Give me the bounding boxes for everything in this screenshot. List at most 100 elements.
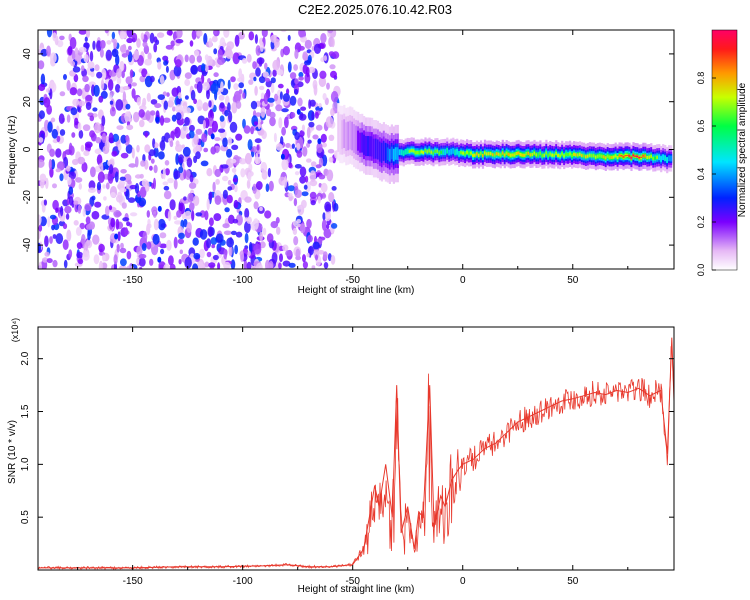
ridge-cell bbox=[604, 156, 607, 160]
noise-blob bbox=[283, 176, 287, 188]
colorbar-tick-label: 0.0 bbox=[696, 264, 706, 277]
noise-blob bbox=[328, 156, 334, 163]
noise-blob bbox=[102, 184, 106, 189]
noise-blob bbox=[191, 30, 197, 40]
noise-blob bbox=[206, 198, 210, 211]
x-tick-label: -150 bbox=[123, 576, 143, 587]
noise-blob bbox=[125, 134, 130, 142]
noise-blob bbox=[181, 125, 189, 134]
noise-blob bbox=[318, 76, 327, 88]
noise-blob bbox=[69, 37, 77, 49]
noise-blob bbox=[201, 63, 206, 72]
noise-blob bbox=[98, 243, 105, 253]
noise-blob bbox=[85, 143, 91, 152]
noise-blob bbox=[46, 30, 53, 38]
noise-blob bbox=[212, 254, 219, 261]
noise-blob bbox=[208, 100, 212, 108]
noise-blob bbox=[144, 144, 151, 153]
noise-blob bbox=[83, 42, 90, 49]
noise-blob bbox=[247, 139, 253, 151]
noise-blob bbox=[302, 261, 308, 269]
noise-blob bbox=[232, 218, 239, 224]
noise-blob bbox=[309, 191, 317, 199]
x-tick-label: -100 bbox=[233, 576, 253, 587]
y-tick-label: -20 bbox=[22, 190, 33, 205]
noise-blob bbox=[279, 91, 283, 100]
noise-blob bbox=[292, 227, 298, 235]
noise-blob bbox=[94, 64, 100, 72]
noise-blob bbox=[215, 178, 220, 185]
spectrogram-panel: -150 -100 -50 0 50 -40 -20 0 20 40 Height of str… bbox=[7, 29, 675, 296]
noise-blob bbox=[65, 165, 71, 172]
noise-blob bbox=[324, 201, 332, 212]
noise-blob bbox=[69, 87, 78, 96]
noise-blob bbox=[207, 226, 214, 237]
noise-blob bbox=[193, 133, 199, 145]
noise-blob bbox=[150, 99, 158, 105]
noise-blob bbox=[223, 248, 228, 260]
noise-blob bbox=[308, 66, 316, 74]
noise-blob bbox=[223, 230, 232, 236]
noise-blob bbox=[265, 183, 270, 192]
noise-blob bbox=[202, 102, 209, 112]
noise-blob bbox=[226, 148, 233, 158]
noise-blob bbox=[68, 186, 74, 195]
noise-blob bbox=[154, 142, 159, 149]
ridge-cell bbox=[582, 154, 586, 158]
ridge-cell bbox=[392, 148, 395, 162]
noise-blob bbox=[44, 235, 49, 248]
ridge-cell bbox=[541, 154, 544, 158]
noise-blob bbox=[189, 40, 194, 47]
noise-blob bbox=[121, 70, 125, 79]
ridge-cell bbox=[519, 153, 522, 157]
noise-blob bbox=[281, 126, 286, 136]
noise-blob bbox=[38, 261, 42, 269]
ridge-cell bbox=[654, 156, 657, 160]
ridge-cell bbox=[594, 155, 597, 159]
noise-blob bbox=[284, 116, 289, 129]
x-tick-label: -50 bbox=[345, 576, 360, 587]
ridge-cell bbox=[444, 149, 447, 155]
noise-blob bbox=[177, 92, 182, 99]
noise-blob bbox=[188, 182, 197, 189]
spectrogram-x-label: Height of straight line (km) bbox=[298, 285, 415, 296]
ridge-cell bbox=[442, 149, 445, 155]
noise-blob bbox=[242, 92, 246, 99]
ridge-cell bbox=[458, 151, 461, 157]
noise-blob bbox=[244, 208, 250, 219]
noise-blob bbox=[234, 184, 238, 193]
noise-blob bbox=[79, 222, 85, 230]
noise-blob bbox=[176, 97, 181, 106]
ridge-cell bbox=[446, 147, 449, 154]
noise-blob bbox=[149, 165, 153, 171]
noise-blob bbox=[250, 100, 258, 110]
ridge-cell bbox=[412, 149, 415, 153]
noise-blob bbox=[240, 250, 244, 263]
noise-blob bbox=[213, 48, 218, 55]
noise-blob bbox=[115, 83, 121, 93]
noise-blob bbox=[294, 78, 299, 85]
noise-blob bbox=[299, 175, 306, 184]
noise-blob bbox=[278, 262, 282, 269]
noise-blob bbox=[146, 92, 151, 102]
noise-blob bbox=[38, 214, 42, 226]
noise-blob bbox=[103, 196, 107, 201]
noise-blob bbox=[181, 144, 185, 149]
noise-blob bbox=[92, 40, 96, 50]
noise-blob bbox=[126, 250, 132, 260]
noise-blob bbox=[167, 99, 175, 108]
ridge-cell bbox=[636, 155, 639, 157]
noise-blob bbox=[157, 94, 165, 100]
noise-blob bbox=[150, 158, 155, 164]
ridge-cell bbox=[624, 155, 627, 157]
ridge-cell bbox=[349, 120, 352, 150]
noise-blob bbox=[297, 97, 303, 107]
noise-blob bbox=[87, 61, 95, 69]
noise-blob bbox=[46, 258, 53, 264]
noise-blob bbox=[182, 146, 191, 157]
noise-blob bbox=[136, 245, 143, 256]
noise-blob bbox=[255, 45, 261, 56]
ridge-cell bbox=[378, 141, 382, 162]
ridge-cell bbox=[479, 151, 483, 156]
noise-blob bbox=[174, 59, 182, 68]
